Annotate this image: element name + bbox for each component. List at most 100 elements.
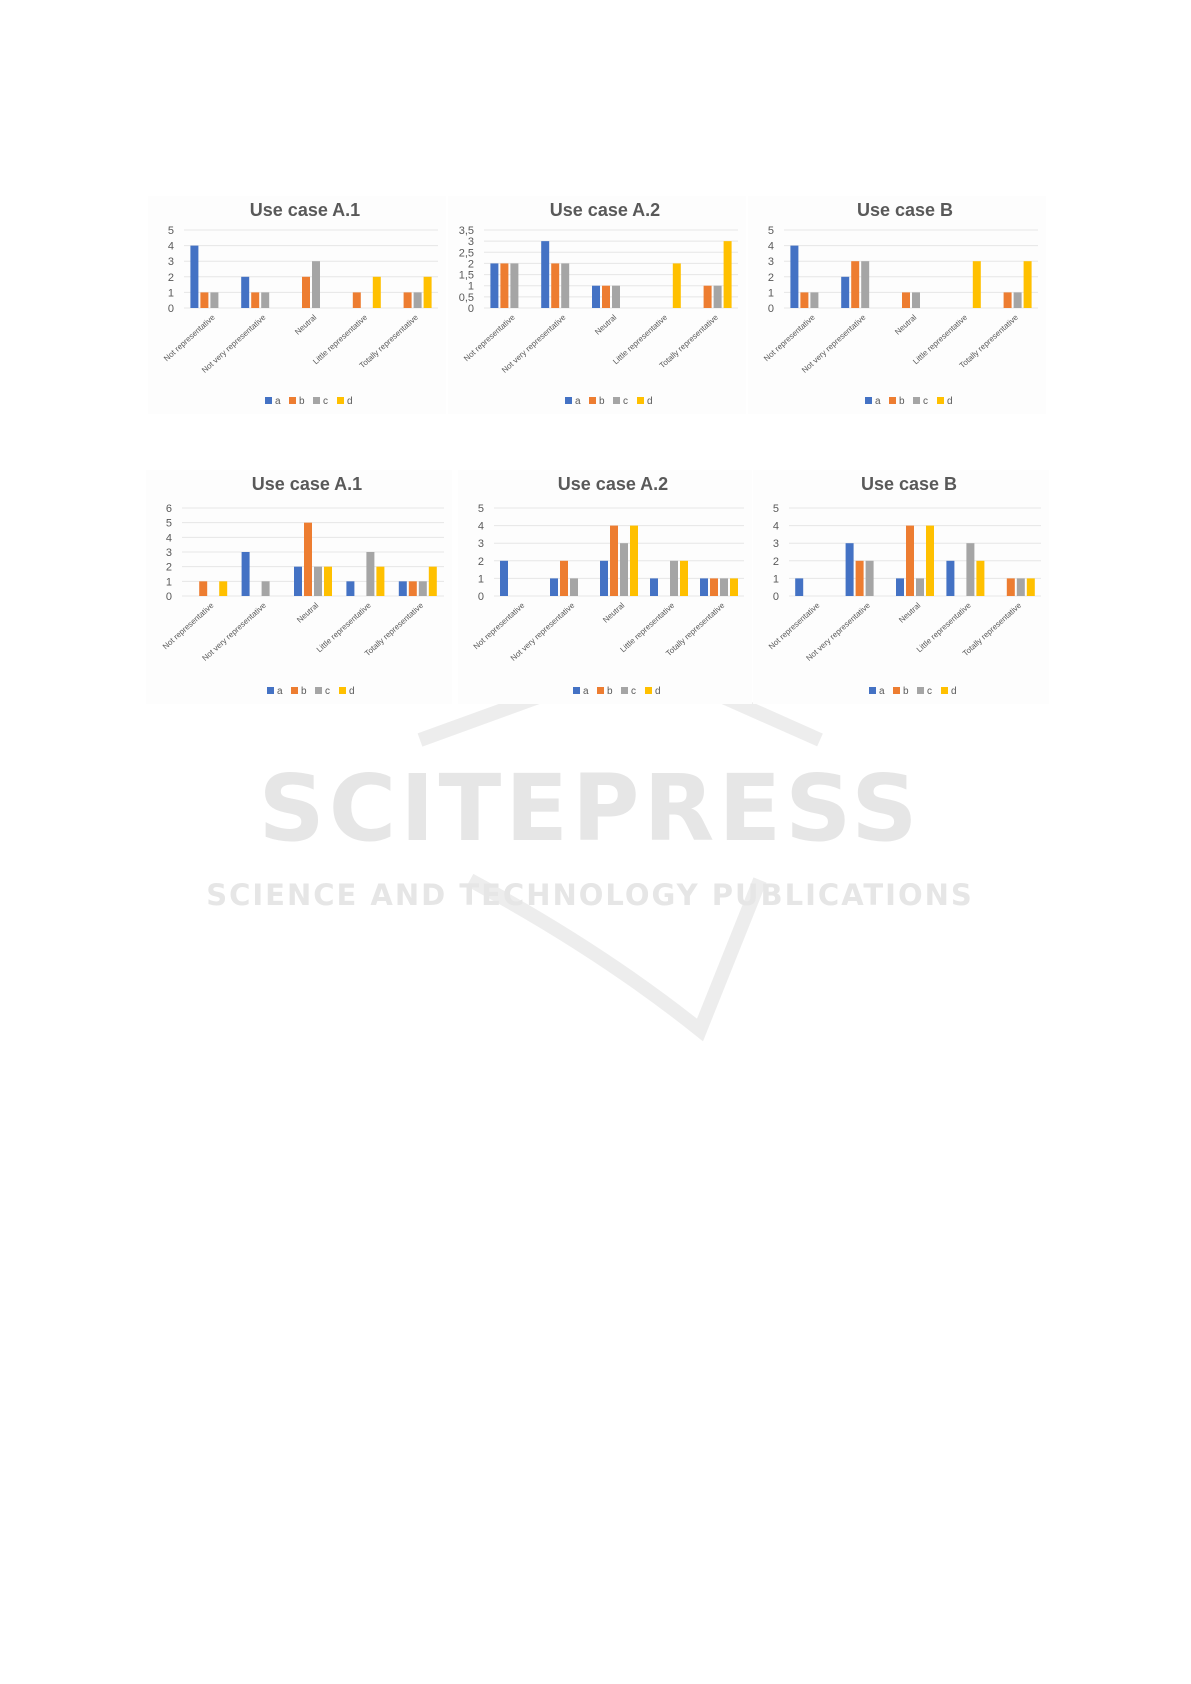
bar-a	[550, 578, 558, 596]
x-tick-label: Little representative	[911, 312, 969, 366]
bar-a	[490, 263, 499, 308]
y-tick-label: 4	[478, 521, 484, 533]
legend-swatch-a	[573, 687, 580, 694]
x-tick-label: Neutral	[293, 313, 318, 337]
chart-top-a1: Use case A.1 0 1 2 3 4 5 Not representative Not …	[148, 196, 446, 414]
y-tick-label: 2	[478, 556, 484, 568]
chart-title: Use case A.1	[250, 200, 360, 220]
bar-d	[672, 263, 681, 308]
legend-swatch-b	[291, 687, 298, 694]
y-tick-label: 1,5	[459, 270, 474, 282]
bar-d	[630, 525, 638, 596]
chart-title: Use case A.2	[558, 474, 668, 494]
x-tick-label: Little representative	[315, 600, 373, 654]
legend-label: b	[301, 686, 307, 697]
y-tick-label: 2	[468, 258, 474, 270]
bar-d	[372, 276, 381, 308]
y-tick-label: 0	[773, 591, 779, 603]
legend-swatch-c	[621, 687, 628, 694]
y-tick-label: 0,5	[459, 292, 474, 304]
legend-label: a	[879, 686, 885, 697]
legend-swatch-b	[597, 687, 604, 694]
bar-a	[500, 560, 508, 596]
bar-c	[210, 292, 219, 308]
y-tick-label: 0	[468, 303, 474, 315]
x-tick-label: Little representative	[611, 312, 669, 366]
y-tick-label: 1	[166, 576, 172, 588]
legend-label: c	[325, 686, 330, 697]
bar-b	[1003, 292, 1012, 308]
bar-b	[602, 285, 610, 308]
legend-label: b	[299, 396, 305, 407]
y-tick-label: 3,5	[459, 225, 474, 237]
chart-title: Use case A.1	[252, 474, 362, 494]
y-tick-label: 0	[478, 591, 484, 603]
y-tick-label: 5	[773, 503, 779, 515]
legend-swatch-a	[265, 397, 272, 404]
bar-c	[720, 578, 728, 596]
chart-title: Use case B	[857, 200, 953, 220]
legend-label: d	[347, 396, 353, 407]
bar-c	[314, 566, 322, 596]
legend-swatch-d	[941, 687, 948, 694]
chart-top-a2: Use case A.2 0 0,5 1 1,5 2 2,5 3 3,5 Not represen…	[448, 196, 746, 414]
legend-swatch-a	[565, 397, 572, 404]
legend-swatch-c	[913, 397, 920, 404]
bar-c	[713, 285, 722, 308]
bar-d	[1026, 578, 1035, 596]
bar-d	[423, 276, 432, 308]
y-tick-label: 2,5	[459, 247, 474, 259]
legend-swatch-c	[613, 397, 620, 404]
bar-b	[403, 292, 412, 308]
bar-b	[1006, 578, 1015, 596]
bar-b	[710, 578, 718, 596]
legend-swatch-b	[893, 687, 900, 694]
bar-c	[861, 261, 870, 308]
bar-a	[241, 276, 250, 308]
chart-title: Use case A.2	[550, 200, 660, 220]
y-tick-label: 3	[168, 256, 174, 268]
x-tick-label: Neutral	[295, 601, 320, 625]
bar-b	[200, 292, 209, 308]
watermark-subtitle: SCIENCE AND TECHNOLOGY PUBLICATIONS	[206, 878, 974, 912]
bar-c	[261, 292, 270, 308]
y-tick-label: 0	[166, 591, 172, 603]
y-tick-label: 2	[768, 272, 774, 284]
y-tick-label: 4	[773, 521, 779, 533]
legend-label: c	[623, 396, 628, 407]
legend-label: b	[899, 396, 905, 407]
legend-swatch-d	[339, 687, 346, 694]
chart-bottom-b: Use case B 0 1 2 3 4 5 Not representative Not ve…	[753, 470, 1049, 704]
bar-a	[241, 552, 250, 596]
bar-b	[199, 581, 208, 596]
y-tick-label: 5	[478, 503, 484, 515]
legend-swatch-a	[869, 687, 876, 694]
legend-label: d	[951, 686, 957, 697]
bar-c	[312, 261, 320, 308]
y-tick-label: 3	[468, 236, 474, 248]
y-tick-label: 3	[768, 256, 774, 268]
y-tick-label: 1	[773, 573, 779, 585]
bar-a	[845, 543, 854, 596]
bar-b	[304, 522, 312, 596]
x-tick-label: Not representative	[472, 600, 527, 651]
legend-swatch-b	[589, 397, 596, 404]
legend-swatch-c	[315, 687, 322, 694]
legend-swatch-c	[313, 397, 320, 404]
x-tick-label: Totally representative	[363, 600, 426, 658]
bar-b	[800, 292, 809, 308]
legend-swatch-d	[637, 397, 644, 404]
bar-b	[610, 525, 618, 596]
x-tick-label: Not representative	[162, 312, 217, 363]
bar-a	[541, 241, 550, 308]
bar-d	[680, 560, 688, 596]
y-tick-label: 0	[768, 303, 774, 315]
bar-c	[1013, 292, 1022, 308]
y-tick-label: 5	[168, 225, 174, 237]
legend-label: d	[349, 686, 355, 697]
bar-c	[366, 552, 375, 596]
y-tick-label: 4	[768, 241, 774, 253]
chart-top-b: Use case B 0 1 2 3 4 5 Not representative Not ve…	[748, 196, 1046, 414]
legend-swatch-b	[289, 397, 296, 404]
